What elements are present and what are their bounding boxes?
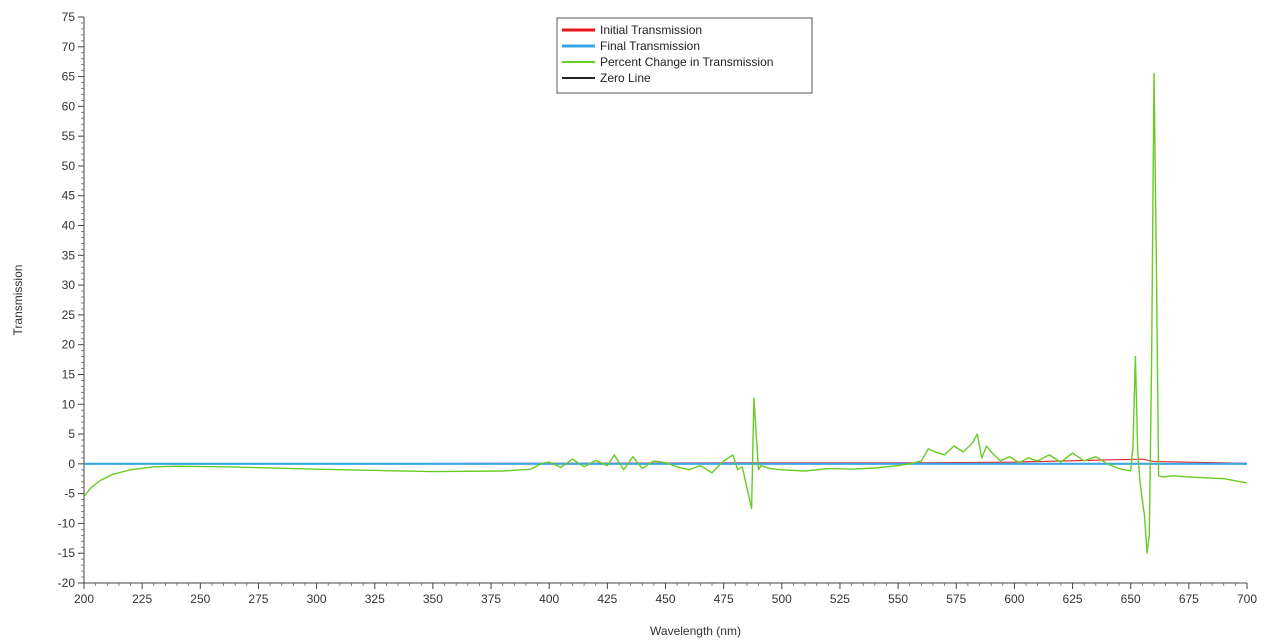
x-tick-label: 200 bbox=[74, 592, 94, 606]
chart-series-layer bbox=[83, 72, 1248, 554]
y-tick-label: 0 bbox=[68, 457, 75, 471]
x-tick-label: 450 bbox=[655, 592, 675, 606]
y-tick-label: 40 bbox=[62, 219, 76, 233]
x-tick-label: 375 bbox=[481, 592, 501, 606]
x-tick-label: 600 bbox=[1004, 592, 1024, 606]
legend-entry-label: Zero Line bbox=[600, 71, 651, 85]
y-tick-label: 60 bbox=[62, 99, 76, 113]
y-axis-label: Transmission bbox=[11, 265, 25, 336]
x-tick-label: 650 bbox=[1121, 592, 1141, 606]
y-tick-label: 75 bbox=[62, 10, 76, 24]
x-tick-label: 425 bbox=[597, 592, 617, 606]
legend-entry-label: Initial Transmission bbox=[600, 23, 702, 37]
y-tick-label: 15 bbox=[62, 367, 76, 381]
series-line-percent-change-in-transmission bbox=[83, 72, 1248, 554]
x-tick-label: 275 bbox=[248, 592, 268, 606]
y-tick-label: 10 bbox=[62, 397, 76, 411]
x-tick-label: 475 bbox=[714, 592, 734, 606]
x-axis-label: Wavelength (nm) bbox=[650, 624, 741, 638]
y-tick-label: 35 bbox=[62, 248, 76, 262]
chart-legend: Initial Transmission Final Transmission Pe… bbox=[556, 17, 813, 94]
legend-box bbox=[556, 17, 813, 94]
x-tick-label: 700 bbox=[1237, 592, 1257, 606]
y-tick-label: 30 bbox=[62, 278, 76, 292]
x-tick-label: 575 bbox=[946, 592, 966, 606]
chart-axes: -20 -15 -10 -5 0 5 10 15 20 25 30 35 40 45 50 55 60 65 70 7… bbox=[58, 10, 1258, 606]
y-tick-label: 5 bbox=[68, 427, 75, 441]
legend-entry-label: Final Transmission bbox=[600, 39, 700, 53]
x-tick-label: 525 bbox=[830, 592, 850, 606]
x-tick-label: 325 bbox=[365, 592, 385, 606]
x-tick-label: 300 bbox=[307, 592, 327, 606]
x-tick-label: 675 bbox=[1179, 592, 1199, 606]
x-tick-label: 400 bbox=[539, 592, 559, 606]
x-tick-label: 350 bbox=[423, 592, 443, 606]
x-tick-label: 500 bbox=[772, 592, 792, 606]
y-tick-label: 55 bbox=[62, 129, 76, 143]
legend-entry-label: Percent Change in Transmission bbox=[600, 55, 773, 69]
y-tick-label: -20 bbox=[58, 576, 76, 590]
x-tick-label: 550 bbox=[888, 592, 908, 606]
y-tick-label: 25 bbox=[62, 308, 76, 322]
y-tick-label: -15 bbox=[58, 546, 76, 560]
y-tick-label: -10 bbox=[58, 516, 76, 530]
y-tick-label: 70 bbox=[62, 40, 76, 54]
y-tick-label: 45 bbox=[62, 189, 76, 203]
y-tick-label: 20 bbox=[62, 338, 76, 352]
y-tick-label: 65 bbox=[62, 70, 76, 84]
x-tick-label: 625 bbox=[1063, 592, 1083, 606]
y-tick-label: 50 bbox=[62, 159, 76, 173]
x-tick-label: 250 bbox=[190, 592, 210, 606]
y-tick-label: -5 bbox=[64, 487, 75, 501]
x-tick-label: 225 bbox=[132, 592, 152, 606]
